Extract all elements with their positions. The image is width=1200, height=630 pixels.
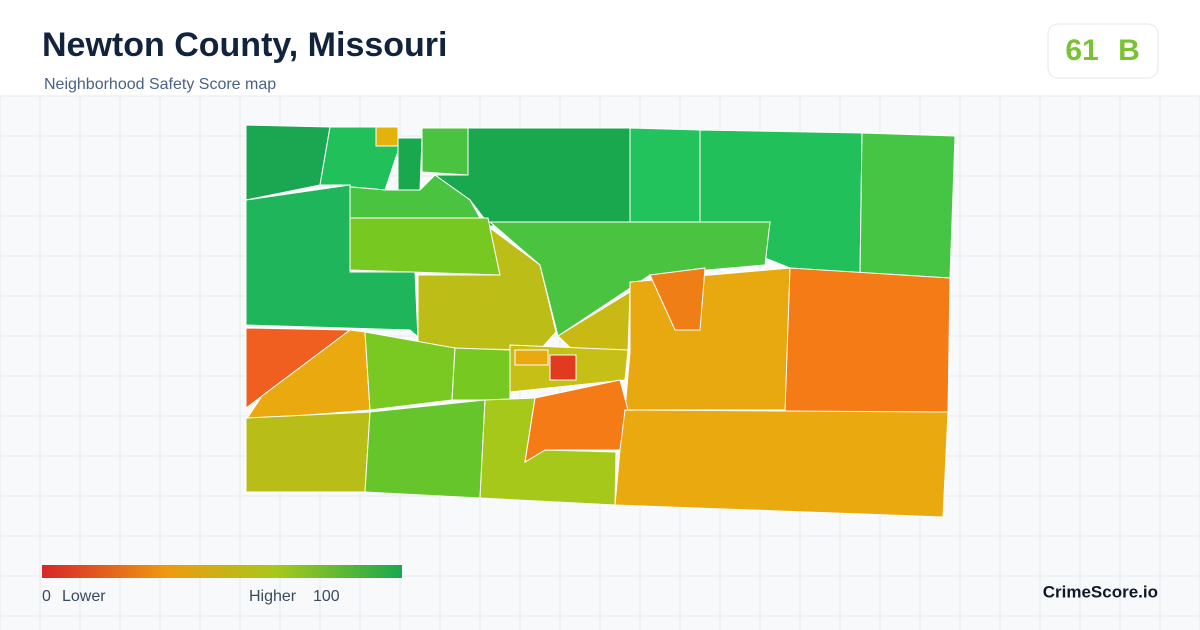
- region: [549, 354, 577, 381]
- legend-min: 0: [42, 588, 51, 605]
- legend-max-label: Higher: [249, 588, 297, 605]
- region: [364, 399, 486, 499]
- region: [397, 137, 423, 191]
- region: [649, 267, 706, 331]
- grade: B: [1118, 34, 1140, 67]
- region: [375, 126, 399, 147]
- score-badge: [1047, 23, 1159, 79]
- county-map: [245, 124, 956, 518]
- brand: CrimeScore.io: [1043, 582, 1158, 601]
- region: [624, 267, 791, 411]
- subtitle: Neighborhood Safety Score map: [44, 76, 276, 93]
- region: [629, 127, 701, 223]
- title: Newton County, Missouri: [42, 26, 447, 64]
- header-band: [0, 0, 1200, 96]
- region: [614, 409, 949, 518]
- region: [245, 411, 371, 493]
- region: [784, 267, 951, 413]
- region: [349, 217, 501, 276]
- legend-min-label: Lower: [62, 588, 106, 605]
- region: [451, 347, 511, 401]
- region: [514, 349, 549, 366]
- score: 61: [1065, 34, 1098, 67]
- legend-max: 100: [313, 588, 340, 605]
- legend-gradient: [42, 565, 402, 578]
- region: [421, 127, 469, 176]
- region: [859, 132, 956, 279]
